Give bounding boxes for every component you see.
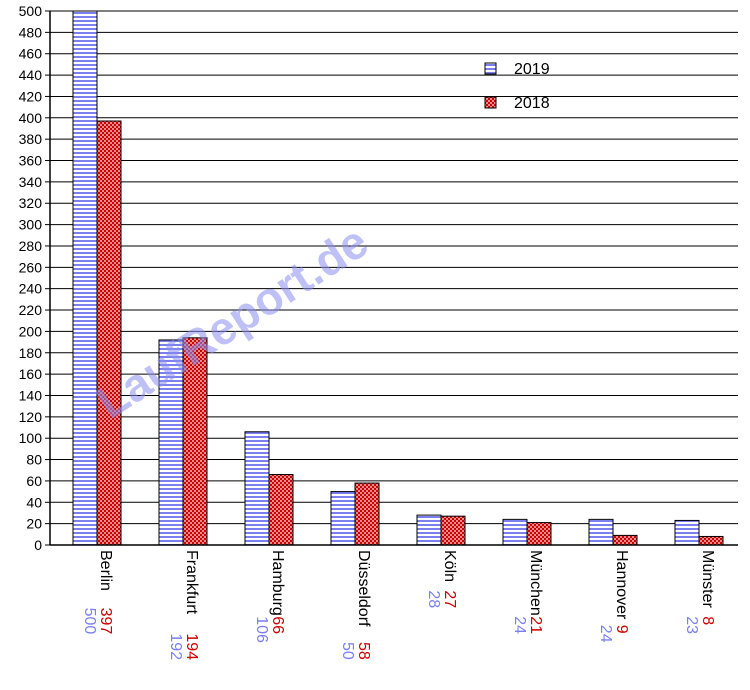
- y-axis-ticks: 0 20 40 60 80 100 120 140 160 180 200 220 240 260 280 3…: [19, 3, 50, 553]
- value-label-2018: 8: [699, 616, 716, 625]
- watermark: LaufReport.de: [87, 215, 377, 428]
- value-label-2019: 192: [167, 633, 184, 660]
- value-label-2019: 28: [425, 590, 442, 608]
- bar-2018-düsseldorf: [354, 482, 380, 546]
- category-label: Köln: [441, 550, 458, 582]
- bar-2019-berlin: [72, 10, 98, 546]
- bar-2018-hannover: [612, 534, 638, 546]
- category-label: Hannover: [613, 550, 630, 620]
- value-label-2019: 24: [597, 625, 614, 643]
- bar-2019-münchen: [502, 518, 528, 546]
- y-tick-label: 240: [19, 281, 43, 297]
- legend-swatch-2019: [484, 62, 497, 75]
- legend: 2019 2018: [484, 61, 550, 112]
- y-tick-label: 0: [34, 537, 42, 553]
- value-label-2019: 24: [511, 616, 528, 634]
- value-label-2018: 194: [183, 633, 200, 660]
- value-label-2018: 66: [269, 616, 286, 634]
- bar-2018-münster: [698, 535, 724, 546]
- value-label-2019: 50: [339, 642, 356, 660]
- category-group: Münster 823: [683, 550, 716, 634]
- bar-2018-münchen: [526, 522, 552, 546]
- y-tick-label: 180: [19, 345, 43, 361]
- y-tick-label: 460: [19, 46, 43, 62]
- bar-2019-münster: [674, 519, 700, 546]
- bar-2018-köln: [440, 515, 466, 546]
- legend-label-2019: 2019: [514, 61, 550, 78]
- category-label: Düsseldorf: [355, 550, 372, 627]
- bar-2019-hannover: [588, 518, 614, 546]
- y-tick-label: 60: [26, 473, 42, 489]
- y-tick-label: 480: [19, 24, 43, 40]
- y-tick-label: 400: [19, 110, 43, 126]
- category-label: München: [527, 550, 544, 616]
- y-tick-label: 420: [19, 88, 43, 104]
- y-tick-label: 320: [19, 195, 43, 211]
- bar-2019-köln: [416, 514, 442, 546]
- y-tick-label: 260: [19, 259, 43, 275]
- value-label-2018: 21: [527, 616, 544, 634]
- value-label-2019: 106: [253, 616, 270, 643]
- bar-2018-frankfurt: [182, 337, 208, 546]
- y-tick-label: 20: [26, 516, 42, 532]
- gridlines: [50, 10, 738, 546]
- y-tick-label: 280: [19, 238, 43, 254]
- y-tick-label: 120: [19, 409, 43, 425]
- category-label: Frankfurt: [183, 550, 200, 615]
- value-label-2018: 27: [441, 590, 458, 608]
- category-label: Berlin: [97, 550, 114, 591]
- value-label-2018: 397: [97, 608, 114, 635]
- y-tick-label: 500: [19, 3, 43, 19]
- value-label-2019: 23: [683, 616, 700, 634]
- bar-2018-hamburg: [268, 474, 294, 546]
- legend-label-2018: 2018: [514, 95, 550, 112]
- category-group: Hannover 924: [597, 550, 630, 643]
- y-tick-label: 200: [19, 323, 43, 339]
- y-tick-label: 220: [19, 302, 43, 318]
- y-tick-label: 140: [19, 387, 43, 403]
- bar-2018-berlin: [96, 120, 122, 546]
- y-tick-label: 80: [26, 452, 42, 468]
- bars: [72, 10, 724, 546]
- bar-2019-hamburg: [244, 431, 270, 546]
- bar-2019-düsseldorf: [330, 491, 356, 546]
- legend-swatch-2018: [484, 96, 497, 109]
- y-tick-label: 340: [19, 174, 43, 190]
- y-tick-label: 160: [19, 366, 43, 382]
- category-label: Hamburg: [269, 550, 286, 616]
- y-tick-label: 300: [19, 217, 43, 233]
- value-label-2018: 58: [355, 642, 372, 660]
- y-tick-label: 380: [19, 131, 43, 147]
- y-tick-label: 440: [19, 67, 43, 83]
- value-label-2018: 9: [613, 625, 630, 634]
- y-tick-label: 100: [19, 430, 43, 446]
- y-tick-label: 360: [19, 153, 43, 169]
- value-label-2019: 500: [81, 608, 98, 635]
- category-label: Münster: [699, 550, 716, 608]
- axes: [49, 11, 738, 546]
- y-tick-label: 40: [26, 494, 42, 510]
